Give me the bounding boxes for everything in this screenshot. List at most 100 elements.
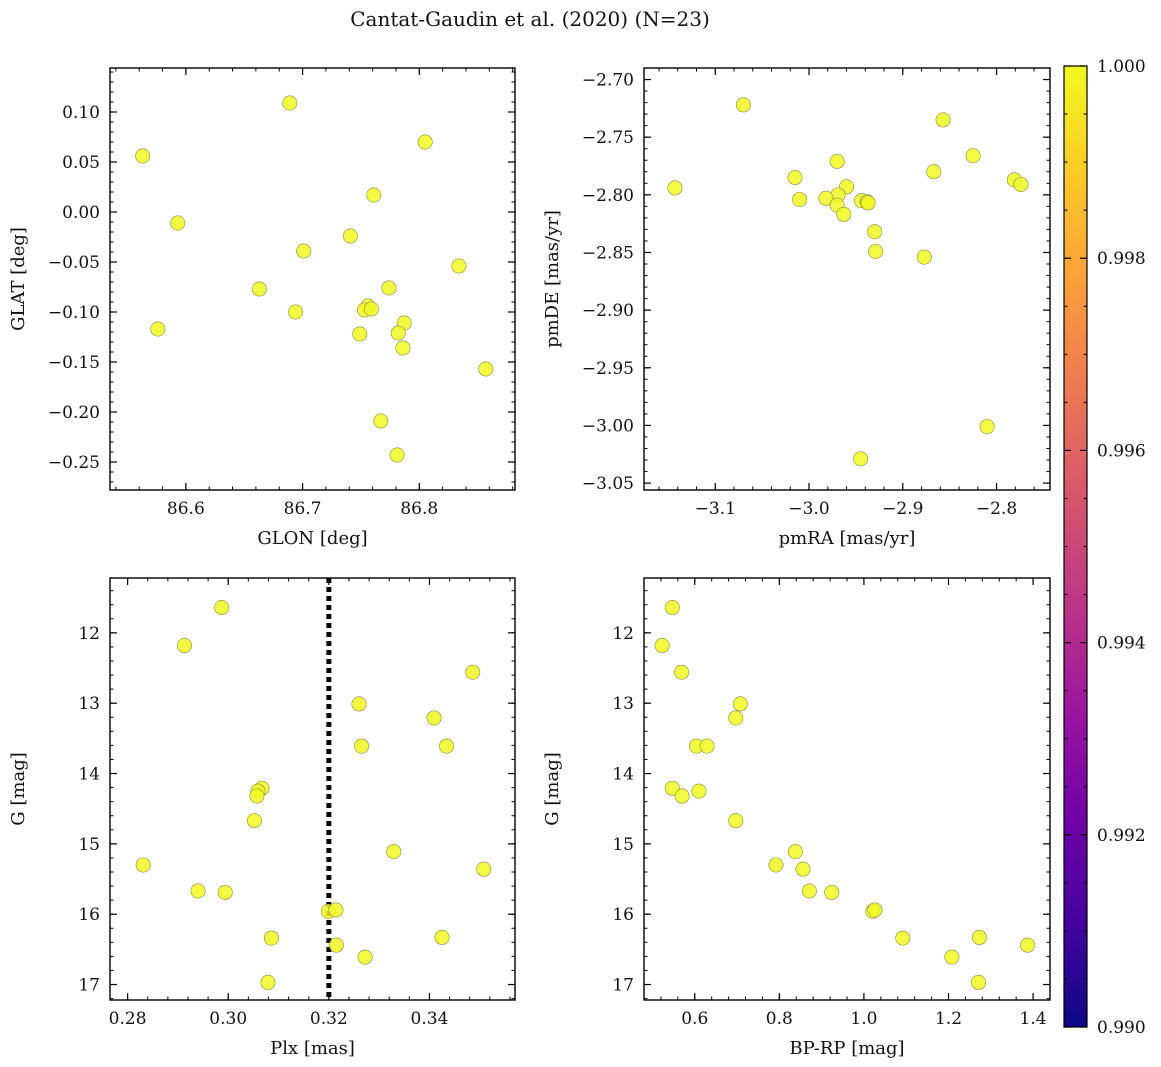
data-point: [434, 929, 450, 945]
y-tick-label: 13: [78, 694, 100, 714]
axes-frame: [109, 67, 516, 491]
data-point: [366, 187, 382, 203]
y-tick-label: 13: [612, 694, 634, 714]
y-tick-label: −3.05: [582, 474, 634, 494]
data-point: [465, 664, 481, 680]
x-tick-label: 86.7: [284, 499, 322, 519]
data-point: [351, 696, 367, 712]
x-tick-label: −3.1: [695, 499, 736, 519]
data-point: [699, 738, 715, 754]
data-point: [787, 844, 803, 860]
y-tick-label: −2.80: [582, 186, 634, 206]
data-point: [971, 974, 987, 990]
data-point: [150, 321, 166, 337]
x-axis-label: GLON [deg]: [257, 528, 367, 549]
x-tick-label: −3.0: [788, 499, 829, 519]
data-point: [135, 857, 151, 873]
data-point: [654, 638, 670, 654]
x-tick-label: 1.0: [850, 1009, 877, 1029]
data-point: [282, 95, 298, 111]
data-point: [818, 190, 834, 206]
y-tick-label: 12: [78, 624, 100, 644]
y-axis-label: GLAT [deg]: [8, 227, 29, 331]
y-axis-label: pmDE [mas/yr]: [542, 210, 563, 348]
data-point: [801, 883, 817, 899]
y-tick-label: −2.75: [582, 128, 634, 148]
data-point: [787, 170, 803, 186]
figure-title: Cantat-Gaudin et al. (2020) (N=23): [350, 7, 710, 31]
x-tick-label: −2.9: [882, 499, 923, 519]
data-point: [328, 902, 344, 918]
data-point: [395, 340, 411, 356]
y-tick-label: 14: [612, 765, 634, 785]
y-tick-label: 0.05: [62, 153, 100, 173]
data-point: [860, 195, 876, 211]
colorbar-tick-label: 0.994: [1097, 634, 1146, 654]
data-point: [728, 710, 744, 726]
data-point: [853, 451, 869, 467]
y-tick-label: −2.70: [582, 71, 634, 91]
data-point: [296, 243, 312, 259]
data-point: [965, 148, 981, 164]
data-point: [795, 861, 811, 877]
data-point: [691, 783, 707, 799]
data-point: [170, 215, 186, 231]
y-tick-label: −3.00: [582, 416, 634, 436]
data-point: [390, 325, 406, 341]
y-axis-label: G [mag]: [8, 752, 29, 825]
data-point: [352, 326, 368, 342]
y-tick-label: 17: [78, 976, 100, 996]
x-tick-label: 1.2: [935, 1009, 962, 1029]
y-tick-label: 15: [612, 835, 634, 855]
data-point: [389, 447, 405, 463]
data-point: [1020, 937, 1036, 953]
y-tick-label: −0.20: [48, 403, 100, 423]
y-tick-label: −0.25: [48, 453, 100, 473]
data-point: [867, 902, 883, 918]
colorbar-tick-label: 0.990: [1097, 1018, 1146, 1038]
data-point: [1013, 176, 1029, 192]
y-tick-label: 14: [78, 765, 100, 785]
data-point: [249, 788, 265, 804]
x-tick-label: 0.34: [411, 1009, 449, 1029]
y-tick-label: 0.00: [62, 203, 100, 223]
data-point: [426, 710, 442, 726]
data-point: [354, 738, 370, 754]
data-point: [667, 180, 683, 196]
data-point: [217, 884, 233, 900]
data-point: [674, 788, 690, 804]
data-point: [674, 664, 690, 680]
x-axis-label: Plx [mas]: [270, 1038, 355, 1059]
data-point: [373, 413, 389, 429]
y-tick-label: −2.85: [582, 243, 634, 263]
data-point: [926, 164, 942, 180]
x-tick-label: 1.4: [1020, 1009, 1047, 1029]
y-tick-label: 16: [612, 905, 634, 925]
y-tick-label: 15: [78, 835, 100, 855]
axes-frame: [109, 577, 516, 1001]
data-point: [768, 857, 784, 873]
panel-bprp_g: 0.6 0.8 1.0 1.2 1.4 12 13 14 15 16 17 BP-RP [mag] G …: [542, 577, 1051, 1059]
data-point: [868, 243, 884, 259]
panel-plx_g: 0.28 0.30 0.32 0.34 12 13 14 15 16 17 Plx [mas] G […: [8, 577, 516, 1059]
y-tick-label: 16: [78, 905, 100, 925]
data-point: [979, 419, 995, 435]
data-point: [476, 861, 492, 877]
y-axis-label: G [mag]: [542, 752, 563, 825]
data-point: [664, 600, 680, 616]
data-point: [363, 301, 379, 317]
data-point: [829, 153, 845, 169]
data-point: [246, 813, 262, 829]
data-point: [386, 844, 402, 860]
data-point: [735, 97, 751, 113]
data-point: [263, 930, 279, 946]
data-point: [176, 638, 192, 654]
data-point: [728, 813, 744, 829]
colorbar-tick-label: 0.992: [1097, 826, 1146, 846]
panel-pmra_pmde: −3.1 −3.0 −2.9 −2.8 −2.70 −2.75 −2.80 −2.85 −2.9…: [542, 67, 1051, 549]
colorbar-tick-label: 0.998: [1097, 249, 1146, 269]
data-point: [381, 280, 397, 296]
panel-glon_glat: 86.6 86.7 86.8 0.10 0.05 0.00 −0.05 −0.10 −0.15 −…: [8, 67, 516, 549]
data-point: [135, 148, 151, 164]
